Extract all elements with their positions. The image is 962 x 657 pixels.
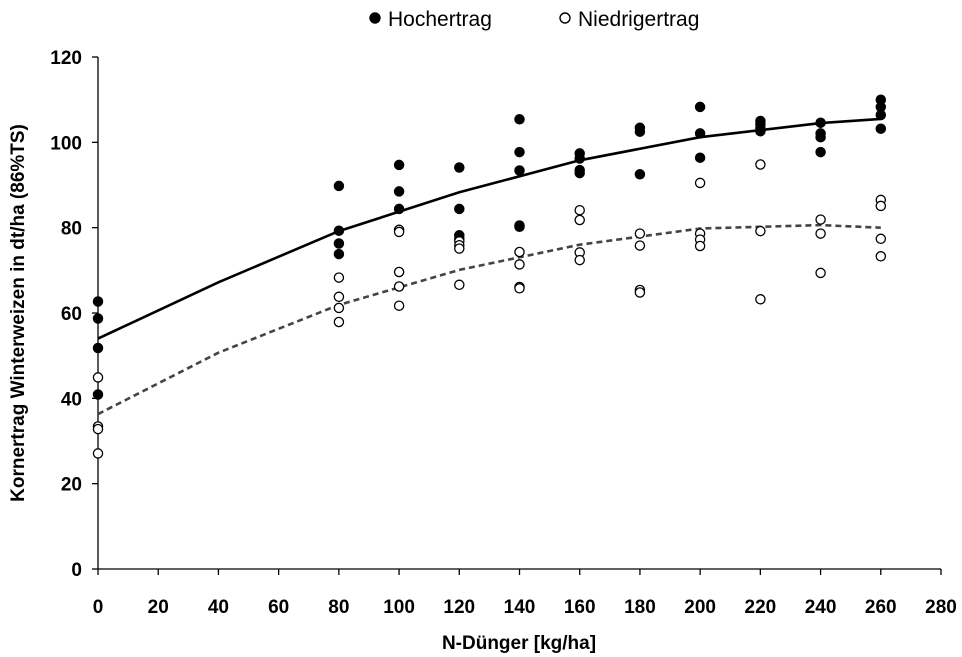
point-hochertrag: [514, 146, 525, 158]
point-niedrigertrag: [574, 204, 585, 216]
x-tick-label: 20: [148, 597, 169, 618]
x-tick-label: 240: [805, 597, 837, 618]
point-niedrigertrag: [574, 254, 585, 266]
point-niedrigertrag: [454, 243, 465, 254]
point-niedrigertrag: [634, 240, 646, 251]
point-hochertrag: [333, 180, 345, 192]
point-niedrigertrag: [634, 287, 646, 298]
point-hochertrag: [333, 248, 345, 260]
point-hochertrag: [333, 238, 345, 249]
point-niedrigertrag: [514, 246, 525, 258]
y-tick-label: 20: [61, 475, 82, 496]
point-niedrigertrag: [514, 259, 525, 270]
point-hochertrag: [92, 342, 104, 354]
point-niedrigertrag: [333, 302, 345, 314]
point-hochertrag: [514, 221, 525, 233]
point-hochertrag: [574, 153, 585, 164]
point-niedrigertrag: [514, 283, 525, 294]
point-hochertrag: [694, 152, 706, 163]
point-niedrigertrag: [454, 279, 465, 291]
axes: [92, 56, 942, 575]
point-hochertrag: [514, 165, 525, 176]
x-tick-label: 180: [624, 597, 656, 618]
legend-marker-hochertrag: [369, 12, 381, 24]
point-hochertrag: [875, 123, 887, 134]
point-hochertrag: [815, 131, 826, 143]
x-axis-title: N-Dünger [kg/ha]: [442, 633, 596, 654]
legend-marker-niedrigertrag: [559, 12, 571, 24]
point-niedrigertrag: [755, 225, 766, 237]
point-hochertrag: [815, 146, 826, 158]
point-niedrigertrag: [393, 266, 405, 278]
point-hochertrag: [694, 128, 706, 139]
x-tick-label: 260: [865, 597, 897, 618]
trendlines: [97, 117, 881, 416]
point-niedrigertrag: [755, 294, 766, 305]
point-niedrigertrag: [875, 251, 887, 262]
x-tick-label: 100: [383, 597, 415, 618]
point-hochertrag: [875, 109, 887, 121]
point-niedrigertrag: [574, 214, 585, 226]
point-hochertrag: [694, 101, 706, 113]
point-niedrigertrag: [393, 300, 405, 311]
point-niedrigertrag: [393, 226, 405, 238]
point-hochertrag: [514, 114, 525, 125]
point-niedrigertrag: [333, 316, 345, 328]
point-niedrigertrag: [92, 423, 104, 435]
x-tick-label: 140: [504, 597, 536, 618]
trendline-niedrigertrag: [97, 223, 881, 416]
point-niedrigertrag: [875, 200, 887, 212]
data-points: [92, 94, 887, 459]
legend-label-hochertrag: Hochertrag: [388, 8, 492, 31]
point-hochertrag: [92, 313, 104, 324]
point-niedrigertrag: [333, 291, 345, 303]
legend: Hochertrag Niedrigertrag: [369, 8, 699, 31]
point-hochertrag: [634, 126, 646, 137]
point-hochertrag: [755, 125, 766, 137]
point-niedrigertrag: [815, 228, 826, 239]
point-hochertrag: [574, 167, 585, 179]
x-tick-label: 200: [684, 597, 716, 618]
point-hochertrag: [815, 117, 826, 128]
point-niedrigertrag: [694, 177, 706, 189]
point-niedrigertrag: [815, 214, 826, 225]
point-hochertrag: [393, 203, 405, 215]
point-niedrigertrag: [694, 240, 706, 252]
point-hochertrag: [333, 225, 345, 236]
y-tick-label: 100: [50, 133, 82, 154]
y-tick-label: 120: [50, 48, 82, 69]
x-tick-label: 220: [745, 597, 777, 618]
y-tick-label: 60: [61, 304, 82, 325]
point-niedrigertrag: [634, 228, 646, 239]
x-tick-label: 80: [328, 597, 349, 618]
x-tick-label: 120: [443, 597, 475, 618]
point-niedrigertrag: [92, 372, 104, 383]
point-hochertrag: [92, 389, 104, 400]
x-tick-label: 60: [268, 597, 289, 618]
point-hochertrag: [454, 203, 465, 215]
point-hochertrag: [393, 186, 405, 197]
x-tick-label: 160: [564, 597, 596, 618]
point-niedrigertrag: [815, 267, 826, 279]
point-hochertrag: [634, 169, 646, 180]
point-hochertrag: [393, 159, 405, 171]
y-tick-label: 40: [61, 389, 82, 410]
point-hochertrag: [92, 296, 104, 307]
y-tick-label: 0: [71, 560, 82, 581]
point-niedrigertrag: [92, 448, 104, 459]
y-axis-title: Kornertrag Winterweizen in dt/ha (86%TS): [8, 124, 29, 502]
point-niedrigertrag: [875, 233, 887, 245]
tick-labels: 0 20 40 60 80 100 120 140 160 180 200 220 240 260 280 0…: [50, 48, 957, 618]
point-hochertrag: [454, 162, 465, 173]
point-niedrigertrag: [333, 272, 345, 283]
point-niedrigertrag: [755, 159, 766, 170]
x-tick-label: 0: [93, 597, 104, 618]
legend-label-niedrigertrag: Niedrigertrag: [578, 8, 699, 31]
trendline-hochertrag: [97, 117, 881, 340]
x-tick-label: 40: [208, 597, 229, 618]
y-tick-label: 80: [61, 219, 82, 240]
x-tick-label: 280: [925, 597, 957, 618]
point-niedrigertrag: [393, 281, 405, 292]
